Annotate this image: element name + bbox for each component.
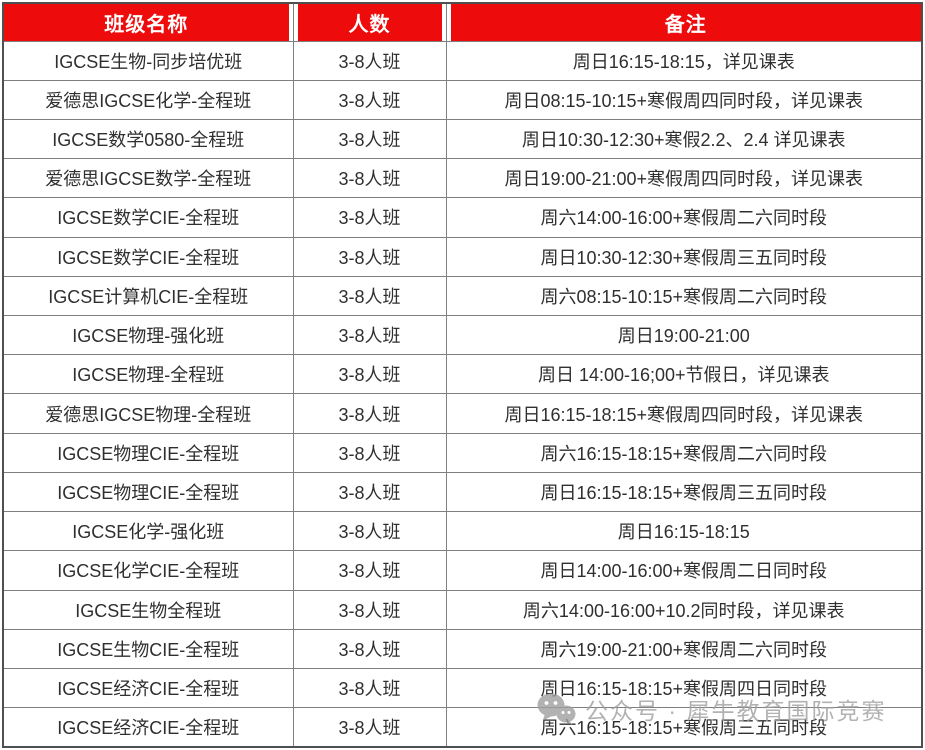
class-size-cell: 3-8人班 <box>292 275 447 317</box>
class-note-cell: 周日14:00-16:00+寒假周二日同时段 <box>445 550 923 591</box>
class-note-cell: 周日16:15-18:15+寒假周四日同时段 <box>445 667 923 709</box>
class-size-cell: 3-8人班 <box>292 118 447 160</box>
table-row: IGCSE化学-强化班 3-8人班 周日16:15-18:15 <box>2 511 923 552</box>
table-row: IGCSE经济CIE-全程班 3-8人班 周六16:15-18:15+寒假周三五… <box>2 707 923 748</box>
class-note-cell: 周六19:00-21:00+寒假周二六同时段 <box>445 628 923 670</box>
class-size-cell: 3-8人班 <box>292 197 447 238</box>
table-row: 爱德思IGCSE化学-全程班 3-8人班 周日08:15-10:15+寒假周四同… <box>2 79 923 120</box>
table-row: IGCSE计算机CIE-全程班 3-8人班 周六08:15-10:15+寒假周二… <box>2 275 923 317</box>
table-body: IGCSE生物-同步培优班 3-8人班 周日16:15-18:15，详见课表 爱… <box>2 40 923 748</box>
class-name-cell: IGCSE数学CIE-全程班 <box>2 197 294 238</box>
table-row: IGCSE物理CIE-全程班 3-8人班 周六16:15-18:15+寒假周二六… <box>2 432 923 473</box>
class-name-cell: IGCSE经济CIE-全程班 <box>2 667 294 709</box>
class-size-cell: 3-8人班 <box>292 236 447 277</box>
class-note-cell: 周日10:30-12:30+寒假2.2、2.4 详见课表 <box>445 118 923 160</box>
class-note-cell: 周六14:00-16:00+寒假周二六同时段 <box>445 197 923 238</box>
class-note-cell: 周六08:15-10:15+寒假周二六同时段 <box>445 275 923 317</box>
header-label-size: 人数 <box>348 13 391 36</box>
class-name-cell: IGCSE计算机CIE-全程班 <box>2 275 294 317</box>
class-name-cell: IGCSE生物全程班 <box>2 589 294 630</box>
class-size-cell: 3-8人班 <box>292 667 447 709</box>
table-row: 爱德思IGCSE数学-全程班 3-8人班 周日19:00-21:00+寒假周四同… <box>2 158 923 199</box>
table-row: IGCSE数学CIE-全程班 3-8人班 周日10:30-12:30+寒假周三五… <box>2 236 923 277</box>
table-row: IGCSE物理-全程班 3-8人班 周日 14:00-16;00+节假日，详见课… <box>2 354 923 395</box>
class-name-cell: IGCSE数学0580-全程班 <box>2 118 294 160</box>
class-note-cell: 周六16:15-18:15+寒假周二六同时段 <box>445 432 923 473</box>
class-name-cell: IGCSE化学CIE-全程班 <box>2 550 294 591</box>
class-size-cell: 3-8人班 <box>292 393 447 434</box>
class-name-cell: IGCSE数学CIE-全程班 <box>2 236 294 277</box>
class-note-cell: 周日08:15-10:15+寒假周四同时段，详见课表 <box>445 79 923 120</box>
header-cell-class-name: 班级名称 <box>2 2 294 42</box>
class-size-cell: 3-8人班 <box>292 40 447 81</box>
class-name-cell: IGCSE生物-同步培优班 <box>2 40 294 81</box>
header-cell-size: 人数 <box>292 2 447 42</box>
table-row: IGCSE生物全程班 3-8人班 周六14:00-16:00+10.2同时段，详… <box>2 589 923 630</box>
class-name-cell: IGCSE经济CIE-全程班 <box>2 707 294 748</box>
table-row: IGCSE数学CIE-全程班 3-8人班 周六14:00-16:00+寒假周二六… <box>2 197 923 238</box>
table-row: IGCSE化学CIE-全程班 3-8人班 周日14:00-16:00+寒假周二日… <box>2 550 923 591</box>
class-size-cell: 3-8人班 <box>292 79 447 120</box>
class-note-cell: 周日19:00-21:00 <box>445 315 923 356</box>
class-note-cell: 周日16:15-18:15+寒假周三五同时段 <box>445 471 923 513</box>
class-name-cell: IGCSE物理-全程班 <box>2 354 294 395</box>
class-name-cell: IGCSE物理CIE-全程班 <box>2 432 294 473</box>
table-row: IGCSE生物-同步培优班 3-8人班 周日16:15-18:15，详见课表 <box>2 40 923 81</box>
class-size-cell: 3-8人班 <box>292 315 447 356</box>
class-note-cell: 周日10:30-12:30+寒假周三五同时段 <box>445 236 923 277</box>
class-name-cell: IGCSE化学-强化班 <box>2 511 294 552</box>
class-note-cell: 周六16:15-18:15+寒假周三五同时段 <box>445 707 923 748</box>
class-note-cell: 周日16:15-18:15，详见课表 <box>445 40 923 81</box>
class-name-cell: IGCSE物理CIE-全程班 <box>2 471 294 513</box>
class-name-cell: 爱德思IGCSE化学-全程班 <box>2 79 294 120</box>
class-size-cell: 3-8人班 <box>292 471 447 513</box>
class-size-cell: 3-8人班 <box>292 354 447 395</box>
class-note-cell: 周日19:00-21:00+寒假周四同时段，详见课表 <box>445 158 923 199</box>
table-row: IGCSE经济CIE-全程班 3-8人班 周日16:15-18:15+寒假周四日… <box>2 667 923 709</box>
class-note-cell: 周六14:00-16:00+10.2同时段，详见课表 <box>445 589 923 630</box>
table-row: IGCSE数学0580-全程班 3-8人班 周日10:30-12:30+寒假2.… <box>2 118 923 160</box>
class-name-cell: 爱德思IGCSE物理-全程班 <box>2 393 294 434</box>
class-name-cell: IGCSE物理-强化班 <box>2 315 294 356</box>
header-row: 班级名称 人数 备注 <box>2 2 923 42</box>
table-row: IGCSE物理CIE-全程班 3-8人班 周日16:15-18:15+寒假周三五… <box>2 471 923 513</box>
class-note-cell: 周日 14:00-16;00+节假日，详见课表 <box>445 354 923 395</box>
class-size-cell: 3-8人班 <box>292 432 447 473</box>
class-size-cell: 3-8人班 <box>292 511 447 552</box>
table-row: IGCSE生物CIE-全程班 3-8人班 周六19:00-21:00+寒假周二六… <box>2 628 923 670</box>
class-size-cell: 3-8人班 <box>292 628 447 670</box>
header-label-class-name: 班级名称 <box>104 13 189 36</box>
class-size-cell: 3-8人班 <box>292 158 447 199</box>
class-size-cell: 3-8人班 <box>292 707 447 748</box>
class-note-cell: 周日16:15-18:15 <box>445 511 923 552</box>
header-cell-note: 备注 <box>445 2 923 42</box>
class-name-cell: IGCSE生物CIE-全程班 <box>2 628 294 670</box>
class-size-cell: 3-8人班 <box>292 589 447 630</box>
table-row: 爱德思IGCSE物理-全程班 3-8人班 周日16:15-18:15+寒假周四同… <box>2 393 923 434</box>
table-row: IGCSE物理-强化班 3-8人班 周日19:00-21:00 <box>2 315 923 356</box>
header-label-note: 备注 <box>664 13 707 36</box>
class-name-cell: 爱德思IGCSE数学-全程班 <box>2 158 294 199</box>
class-size-cell: 3-8人班 <box>292 550 447 591</box>
class-note-cell: 周日16:15-18:15+寒假周四同时段，详见课表 <box>445 393 923 434</box>
